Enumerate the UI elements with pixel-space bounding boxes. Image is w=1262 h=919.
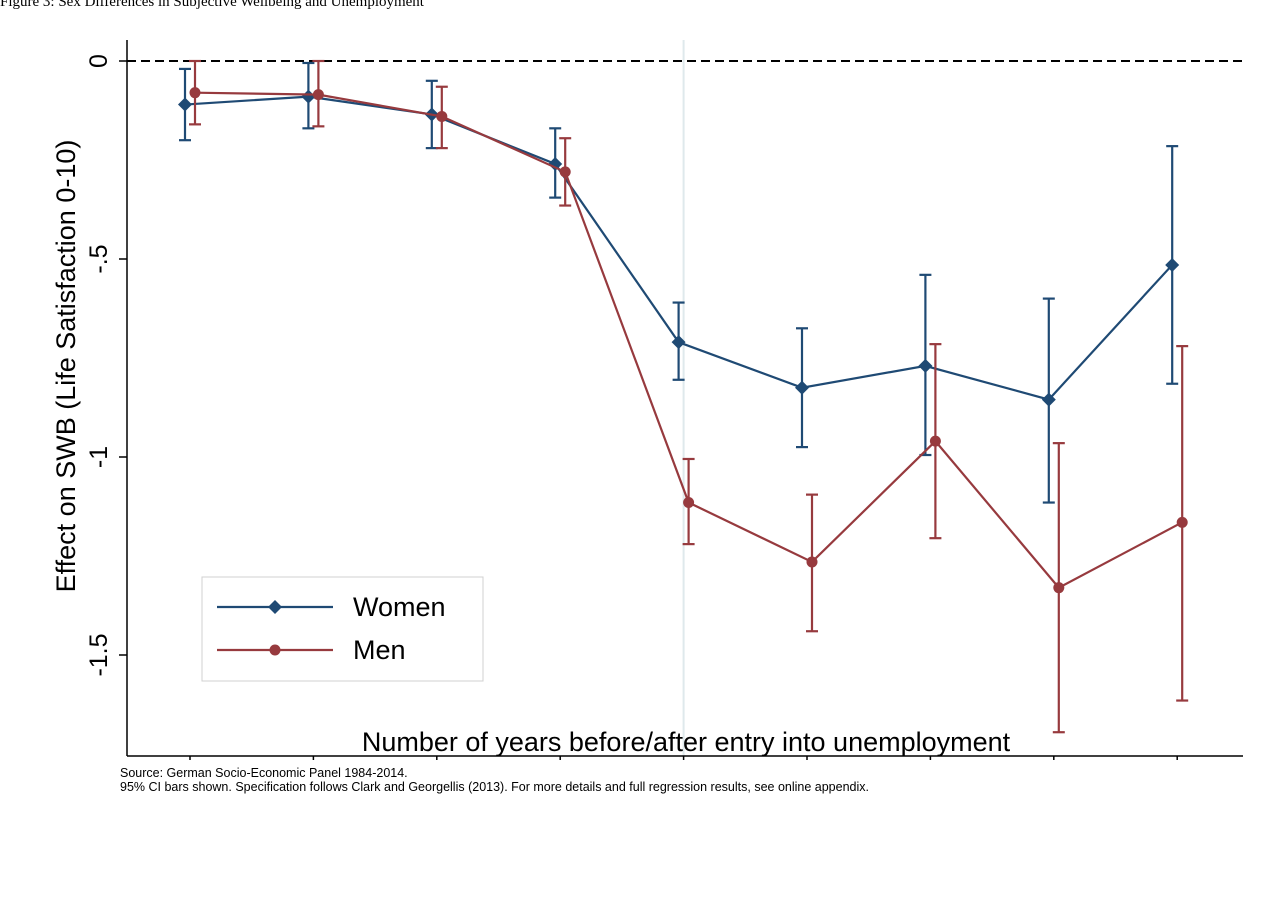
data-point (918, 358, 933, 373)
legend-label: Men (353, 635, 406, 665)
series-layer (178, 59, 1189, 734)
legend-label: Women (353, 592, 446, 622)
data-point (1176, 516, 1188, 528)
x-axis-label: Number of years before/after entry into … (362, 727, 1011, 757)
data-point (671, 335, 686, 350)
details-note: 95% CI bars shown. Specification follows… (120, 780, 869, 794)
data-point (189, 87, 201, 99)
y-tick-label: 0 (85, 54, 113, 68)
legend: Women Men (201, 576, 484, 682)
legend-swatch-marker (268, 600, 282, 614)
series-men (189, 59, 1189, 734)
axes: 0-.5-1-1.5-4-3-2-101234+ (85, 40, 1243, 760)
data-point (795, 380, 809, 395)
legend-entry-women: Women (217, 592, 446, 622)
data-point (436, 110, 448, 122)
data-point (683, 497, 695, 509)
legend-entry-men: Men (217, 635, 406, 665)
y-axis-label: Effect on SWB (Life Satisfaction 0-10) (51, 140, 81, 593)
data-point (806, 556, 818, 568)
figure-caption: Figure 3: Sex Differences in Subjective … (0, 0, 424, 9)
data-point (301, 89, 316, 104)
series-women (178, 61, 1180, 504)
data-point (929, 435, 941, 447)
data-point (1041, 392, 1056, 407)
source-note: Source: German Socio-Economic Panel 1984… (120, 766, 408, 780)
legend-box (201, 576, 484, 682)
data-point (559, 166, 571, 178)
data-point (312, 89, 324, 101)
data-point (1053, 582, 1065, 594)
data-point (178, 97, 192, 112)
y-tick-label: -1 (85, 446, 113, 468)
data-point (548, 156, 563, 171)
y-tick-label: -.5 (85, 244, 113, 273)
legend-swatch-marker (269, 644, 281, 656)
y-tick-label: -1.5 (85, 633, 113, 676)
data-point (1165, 257, 1180, 272)
